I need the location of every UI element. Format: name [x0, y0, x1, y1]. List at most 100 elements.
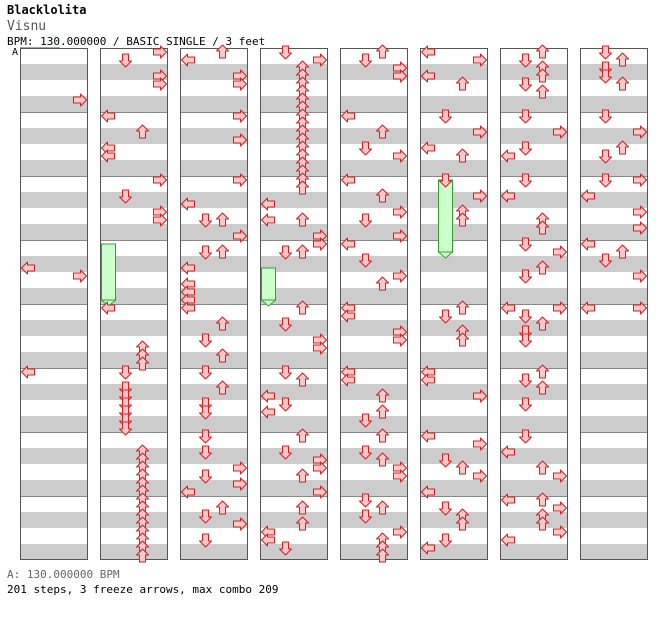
- right-arrow-note: [313, 53, 327, 67]
- measure-band: [180, 64, 248, 80]
- measure-band: [260, 384, 328, 400]
- measure-band: [180, 416, 248, 432]
- measure-band: [260, 448, 328, 464]
- up-arrow-note: [296, 428, 309, 443]
- right-arrow-note: [393, 205, 407, 219]
- measure-band: [500, 192, 568, 208]
- right-arrow-note: [473, 469, 487, 483]
- measure-band: [260, 544, 328, 560]
- right-arrow-note: [633, 301, 647, 315]
- measure-band: [260, 224, 328, 240]
- right-arrow-note: [393, 69, 407, 83]
- up-arrow-note: [536, 260, 549, 275]
- measure-band: [20, 128, 88, 144]
- measure-band: [420, 224, 488, 240]
- right-arrow-note: [553, 501, 567, 515]
- right-arrow-note: [233, 77, 247, 91]
- left-arrow-note: [261, 389, 275, 403]
- right-arrow-note: [473, 53, 487, 67]
- measure-band: [580, 512, 648, 528]
- up-arrow-note: [616, 244, 629, 259]
- measure-band: [340, 480, 408, 496]
- measure-band: [100, 192, 168, 208]
- left-arrow-note: [341, 309, 355, 323]
- up-arrow-note: [456, 332, 469, 347]
- chart-column-border: [500, 48, 568, 560]
- down-arrow-note: [599, 109, 612, 124]
- measure-band: [340, 160, 408, 176]
- up-arrow-note: [136, 356, 149, 371]
- up-arrow-note: [376, 188, 389, 203]
- measure-band: [180, 320, 248, 336]
- left-arrow-note: [181, 53, 195, 67]
- measure-band: [500, 352, 568, 368]
- down-arrow-note: [519, 429, 532, 444]
- measure-band: [20, 320, 88, 336]
- right-arrow-note: [473, 125, 487, 139]
- up-arrow-note: [536, 460, 549, 475]
- measure-band: [340, 512, 408, 528]
- measure-band: [500, 128, 568, 144]
- left-arrow-note: [501, 149, 515, 163]
- up-arrow-note: [456, 516, 469, 531]
- up-arrow-note: [616, 52, 629, 67]
- down-arrow-note: [199, 213, 212, 228]
- left-arrow-note: [181, 261, 195, 275]
- measure-band: [260, 192, 328, 208]
- down-arrow-note: [519, 309, 532, 324]
- measure-band: [420, 64, 488, 80]
- left-arrow-note: [261, 405, 275, 419]
- right-arrow-note: [233, 461, 247, 475]
- left-arrow-note: [101, 109, 115, 123]
- right-arrow-note: [313, 461, 327, 475]
- measure-band: [180, 480, 248, 496]
- measure-band: [100, 384, 168, 400]
- down-arrow-note: [599, 69, 612, 84]
- measure-band: [100, 352, 168, 368]
- measure-band: [500, 288, 568, 304]
- measure-band: [500, 64, 568, 80]
- up-arrow-note: [136, 548, 149, 563]
- measure-band: [260, 128, 328, 144]
- down-arrow-note: [519, 141, 532, 156]
- measure-band: [20, 384, 88, 400]
- up-arrow-note: [376, 276, 389, 291]
- measure-band: [580, 320, 648, 336]
- measure-band: [20, 256, 88, 272]
- measure-band: [500, 480, 568, 496]
- left-arrow-note: [181, 485, 195, 499]
- right-arrow-note: [473, 389, 487, 403]
- measure-band: [420, 288, 488, 304]
- up-arrow-note: [376, 388, 389, 403]
- measure-band: [340, 256, 408, 272]
- measure-band: [580, 192, 648, 208]
- up-arrow-note: [296, 180, 309, 195]
- measure-band: [180, 160, 248, 176]
- up-arrow-note: [616, 76, 629, 91]
- up-arrow-note: [376, 500, 389, 515]
- down-arrow-note: [439, 501, 452, 516]
- up-arrow-note: [136, 124, 149, 139]
- measure-band: [340, 224, 408, 240]
- measure-band: [260, 512, 328, 528]
- up-arrow-note: [216, 44, 229, 59]
- chart-info: BPM: 130.000000 / BASIC SINGLE / 3 feet: [7, 35, 266, 48]
- measure-band: [420, 160, 488, 176]
- chart-column-border: [420, 48, 488, 560]
- measure-band: [420, 448, 488, 464]
- measure-band: [180, 128, 248, 144]
- right-arrow-note: [233, 517, 247, 531]
- up-arrow-note: [536, 68, 549, 83]
- up-arrow-note: [536, 516, 549, 531]
- measure-band: [580, 288, 648, 304]
- left-arrow-note: [341, 373, 355, 387]
- left-arrow-note: [421, 69, 435, 83]
- measure-band: [580, 480, 648, 496]
- down-arrow-note: [279, 445, 292, 460]
- measure-band: [580, 416, 648, 432]
- freeze-arrow-body: [438, 179, 453, 253]
- measure-band: [100, 224, 168, 240]
- up-arrow-note: [296, 300, 309, 315]
- up-arrow-note: [296, 212, 309, 227]
